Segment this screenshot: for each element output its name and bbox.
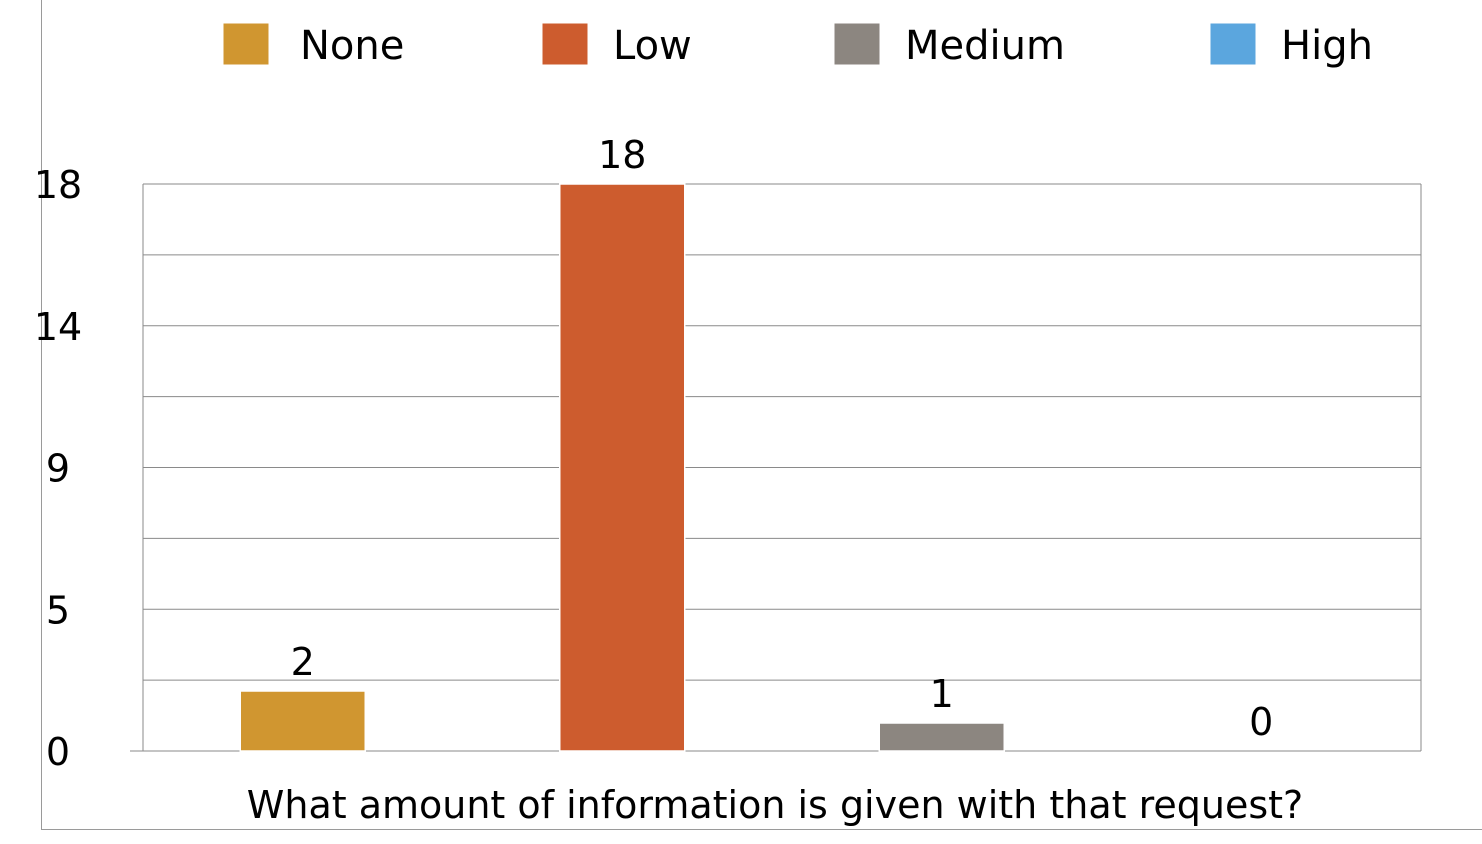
y-tick-label: 9	[46, 447, 70, 491]
legend-label: None	[300, 23, 404, 69]
x-axis-title: What amount of information is given with…	[247, 783, 1303, 827]
data-label: 1	[930, 672, 954, 716]
data-label: 2	[291, 640, 315, 684]
data-label: 0	[1249, 700, 1273, 744]
legend-label: High	[1281, 23, 1373, 69]
bar	[559, 183, 686, 752]
bars	[239, 183, 1005, 752]
y-tick-label: 5	[46, 588, 70, 632]
legend-swatch	[1209, 22, 1257, 66]
legend-label: Low	[613, 23, 692, 69]
y-axis: 0 5 9 14 18	[34, 163, 82, 774]
gridlines	[130, 183, 1422, 752]
y-tick-label: 18	[34, 163, 82, 207]
legend-swatch	[833, 22, 881, 66]
data-labels: 2 18 1 0	[291, 133, 1274, 744]
y-tick-label: 0	[46, 730, 70, 774]
bar	[878, 722, 1005, 752]
legend-swatch	[541, 22, 589, 66]
data-label: 18	[598, 133, 646, 177]
legend: None Low Medium High	[222, 22, 1373, 69]
legend-label: Medium	[905, 23, 1065, 69]
legend-swatch	[222, 22, 270, 66]
bar	[239, 690, 366, 752]
y-tick-label: 14	[34, 305, 82, 349]
